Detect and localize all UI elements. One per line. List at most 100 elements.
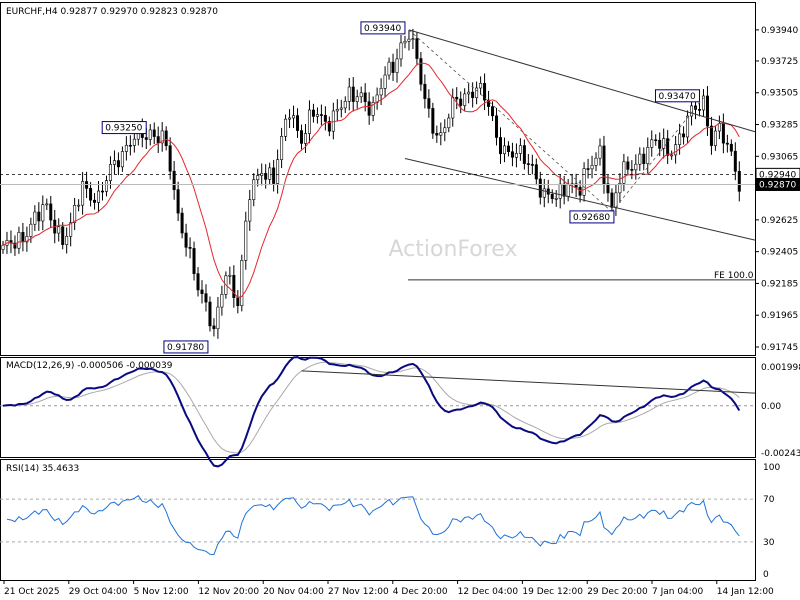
candle-body xyxy=(530,164,534,166)
rsi-tick-label: 0 xyxy=(763,570,769,580)
candle-body xyxy=(670,154,674,157)
rsi-line xyxy=(6,495,740,556)
candle-body xyxy=(335,109,339,112)
annotation-label: 0.91780 xyxy=(167,343,204,353)
macd-trendline xyxy=(301,370,756,394)
candle-body xyxy=(367,101,371,116)
watermark: ActionForex xyxy=(389,237,518,262)
rsi-panel: 100 70 30 0 xyxy=(0,463,780,580)
candle-body xyxy=(455,96,459,100)
candle-body xyxy=(610,192,614,208)
rsi-tick-label: 70 xyxy=(763,495,775,505)
x-tick-label: 27 Nov 12:00 xyxy=(328,587,389,597)
candle-body xyxy=(630,169,634,171)
candle-body xyxy=(658,139,662,149)
candle-body xyxy=(21,232,25,243)
macd-panel: 0.001998 0.00 -0.002434 xyxy=(0,356,800,468)
candle-body xyxy=(510,151,514,158)
candle-body xyxy=(232,274,236,298)
candle-body xyxy=(25,236,29,243)
candle-body xyxy=(101,190,105,193)
candle-body xyxy=(144,137,148,140)
macd-tick-label: -0.002434 xyxy=(761,449,800,459)
candle-body xyxy=(594,157,598,166)
ma-line xyxy=(2,62,740,299)
candle-body xyxy=(686,115,690,138)
candle-body xyxy=(566,183,570,197)
candle-body xyxy=(73,205,77,223)
x-tick-label: 12 Nov 20:00 xyxy=(198,587,259,597)
candle-body xyxy=(268,167,272,180)
candle-body xyxy=(29,223,33,237)
candle-body xyxy=(399,42,403,60)
candle-body xyxy=(81,181,85,206)
candle-body xyxy=(61,226,65,245)
candle-body xyxy=(184,232,188,248)
candle-body xyxy=(371,102,375,116)
candle-body xyxy=(69,222,73,237)
candle-body xyxy=(13,242,17,249)
candle-body xyxy=(431,108,435,134)
candle-body xyxy=(582,168,586,196)
candle-body xyxy=(729,143,733,152)
price-tick-label: 0.91965 xyxy=(761,311,798,321)
candle-body xyxy=(132,138,136,146)
candle-body xyxy=(252,179,256,200)
candle-body xyxy=(522,145,526,164)
price-marker-label: 0.92870 xyxy=(759,180,796,190)
candle-body xyxy=(721,123,725,144)
candle-body xyxy=(526,163,530,165)
price-tick-label: 0.93065 xyxy=(761,152,798,162)
candle-body xyxy=(240,260,244,307)
x-tick-label: 7 Jan 04:00 xyxy=(652,587,704,597)
candle-body xyxy=(45,203,49,206)
candle-body xyxy=(467,91,471,95)
annotation-label: 0.93470 xyxy=(658,92,695,102)
candle-body xyxy=(351,86,355,102)
candle-body xyxy=(112,160,116,165)
candle-body xyxy=(498,137,502,155)
candle-body xyxy=(682,133,686,138)
candle-body xyxy=(475,87,479,99)
candle-body xyxy=(578,186,582,196)
candle-body xyxy=(272,167,276,184)
candle-body xyxy=(538,178,542,198)
candle-body xyxy=(562,183,566,197)
candle-body xyxy=(216,306,220,330)
candle-body xyxy=(196,273,200,291)
panel-frame xyxy=(0,459,756,581)
candle-body xyxy=(447,117,451,129)
dashed-projection-2 xyxy=(611,97,704,213)
candle-body xyxy=(264,173,268,180)
candles xyxy=(1,28,741,339)
price-tick-label: 0.93285 xyxy=(761,121,798,131)
candle-body xyxy=(77,204,81,207)
candle-body xyxy=(586,168,590,170)
candle-body xyxy=(411,38,415,40)
candle-body xyxy=(483,83,487,101)
macd-label: MACD(12,26,9) -0.000506 -0.000039 xyxy=(6,361,173,371)
candle-body xyxy=(662,138,666,149)
candle-body xyxy=(104,180,108,192)
candle-body xyxy=(674,144,678,156)
upper-channel-line xyxy=(408,29,756,133)
rsi-tick-label: 30 xyxy=(763,538,775,548)
trend-lines xyxy=(0,29,756,281)
candle-body xyxy=(634,163,638,171)
candle-body xyxy=(208,301,212,327)
candle-body xyxy=(49,203,53,221)
price-tick-label: 0.93725 xyxy=(761,57,798,67)
candle-body xyxy=(315,114,319,117)
x-tick-label: 5 Nov 12:00 xyxy=(134,587,189,597)
candle-body xyxy=(128,144,132,147)
candle-body xyxy=(717,123,721,132)
candle-body xyxy=(701,95,705,111)
candle-body xyxy=(37,211,41,222)
candle-body xyxy=(502,145,506,155)
candle-body xyxy=(188,247,192,249)
candle-body xyxy=(725,142,729,145)
candle-body xyxy=(116,160,120,168)
candle-body xyxy=(1,244,5,250)
candle-body xyxy=(303,133,307,144)
candle-body xyxy=(495,115,499,138)
